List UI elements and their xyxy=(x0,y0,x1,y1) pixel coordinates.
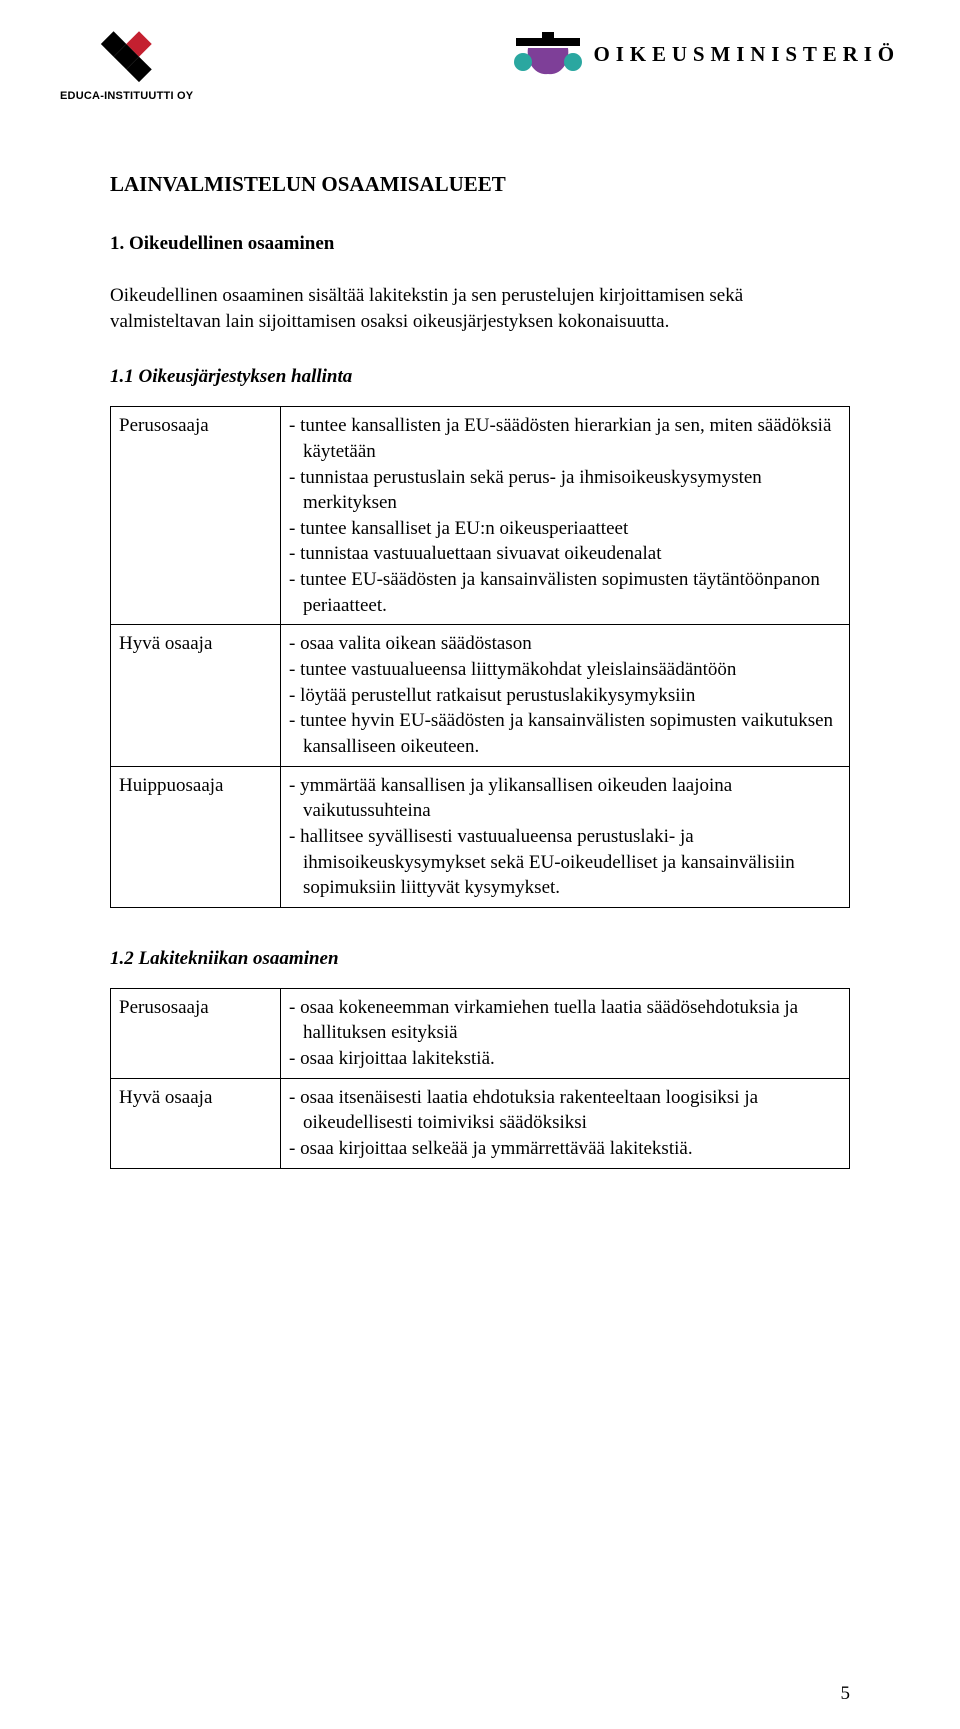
list-item: - tuntee kansalliset ja EU:n oikeusperia… xyxy=(289,516,841,542)
row-content: - osaa kokeneemman virkamiehen tuella la… xyxy=(281,988,850,1078)
row-label: Perusosaaja xyxy=(111,988,281,1078)
row-content: - osaa valita oikean säädöstason - tunte… xyxy=(281,625,850,766)
row-content: - osaa itsenäisesti laatia ehdotuksia ra… xyxy=(281,1078,850,1168)
section-1-intro: Oikeudellinen osaaminen sisältää lakitek… xyxy=(110,283,850,334)
list-item: - osaa kirjoittaa selkeää ja ymmärrettäv… xyxy=(289,1136,841,1162)
page-content: LAINVALMISTELUN OSAAMISALUEET 1. Oikeude… xyxy=(0,102,960,1169)
list-item: - tuntee EU-säädösten ja kansainvälisten… xyxy=(289,567,841,618)
row-label: Hyvä osaaja xyxy=(111,1078,281,1168)
list-item: - tuntee vastuualueensa liittymäkohdat y… xyxy=(289,657,841,683)
row-content: - tuntee kansallisten ja EU-säädösten hi… xyxy=(281,407,850,625)
page-header: EDUCA-INSTITUUTTI OY OIKEUSMINISTERIÖ xyxy=(0,0,960,102)
list-item: - osaa itsenäisesti laatia ehdotuksia ra… xyxy=(289,1085,841,1136)
row-label: Perusosaaja xyxy=(111,407,281,625)
list-item: - ymmärtää kansallisen ja ylikansallisen… xyxy=(289,773,841,824)
section-1-heading: 1. Oikeudellinen osaaminen xyxy=(110,233,850,255)
table-row: Huippuosaaja - ymmärtää kansallisen ja y… xyxy=(111,766,850,907)
list-item: - tuntee kansallisten ja EU-säädösten hi… xyxy=(289,413,841,464)
table-row: Hyvä osaaja - osaa valita oikean säädöst… xyxy=(111,625,850,766)
table-1-2: Perusosaaja - osaa kokeneemman virkamieh… xyxy=(110,988,850,1169)
subsection-1-1-heading: 1.1 Oikeusjärjestyksen hallinta xyxy=(110,366,850,388)
list-item: - hallitsee syvällisesti vastuualueensa … xyxy=(289,824,841,901)
table-row: Hyvä osaaja - osaa itsenäisesti laatia e… xyxy=(111,1078,850,1168)
page-number: 5 xyxy=(841,1683,851,1705)
list-item: - osaa kirjoittaa lakitekstiä. xyxy=(289,1046,841,1072)
row-label: Huippuosaaja xyxy=(111,766,281,907)
list-item: - tunnistaa perustuslain sekä perus- ja … xyxy=(289,465,841,516)
ministry-logo-icon xyxy=(512,28,584,80)
educa-logo-icon xyxy=(94,28,160,88)
row-label: Hyvä osaaja xyxy=(111,625,281,766)
table-row: Perusosaaja - tuntee kansallisten ja EU-… xyxy=(111,407,850,625)
row-content: - ymmärtää kansallisen ja ylikansallisen… xyxy=(281,766,850,907)
list-item: - osaa kokeneemman virkamiehen tuella la… xyxy=(289,995,841,1046)
educa-logo: EDUCA-INSTITUUTTI OY xyxy=(60,28,193,102)
ministry-logo: OIKEUSMINISTERIÖ xyxy=(512,28,900,80)
table-row: Perusosaaja - osaa kokeneemman virkamieh… xyxy=(111,988,850,1078)
table-1-1: Perusosaaja - tuntee kansallisten ja EU-… xyxy=(110,406,850,908)
list-item: - tunnistaa vastuualuettaan sivuavat oik… xyxy=(289,541,841,567)
list-item: - tuntee hyvin EU-säädösten ja kansainvä… xyxy=(289,708,841,759)
list-item: - löytää perustellut ratkaisut perustusl… xyxy=(289,683,841,709)
educa-logo-text: EDUCA-INSTITUUTTI OY xyxy=(60,90,193,102)
page-title: LAINVALMISTELUN OSAAMISALUEET xyxy=(110,172,850,197)
subsection-1-2-heading: 1.2 Lakitekniikan osaaminen xyxy=(110,948,850,970)
list-item: - osaa valita oikean säädöstason xyxy=(289,631,841,657)
ministry-logo-text: OIKEUSMINISTERIÖ xyxy=(594,42,900,67)
